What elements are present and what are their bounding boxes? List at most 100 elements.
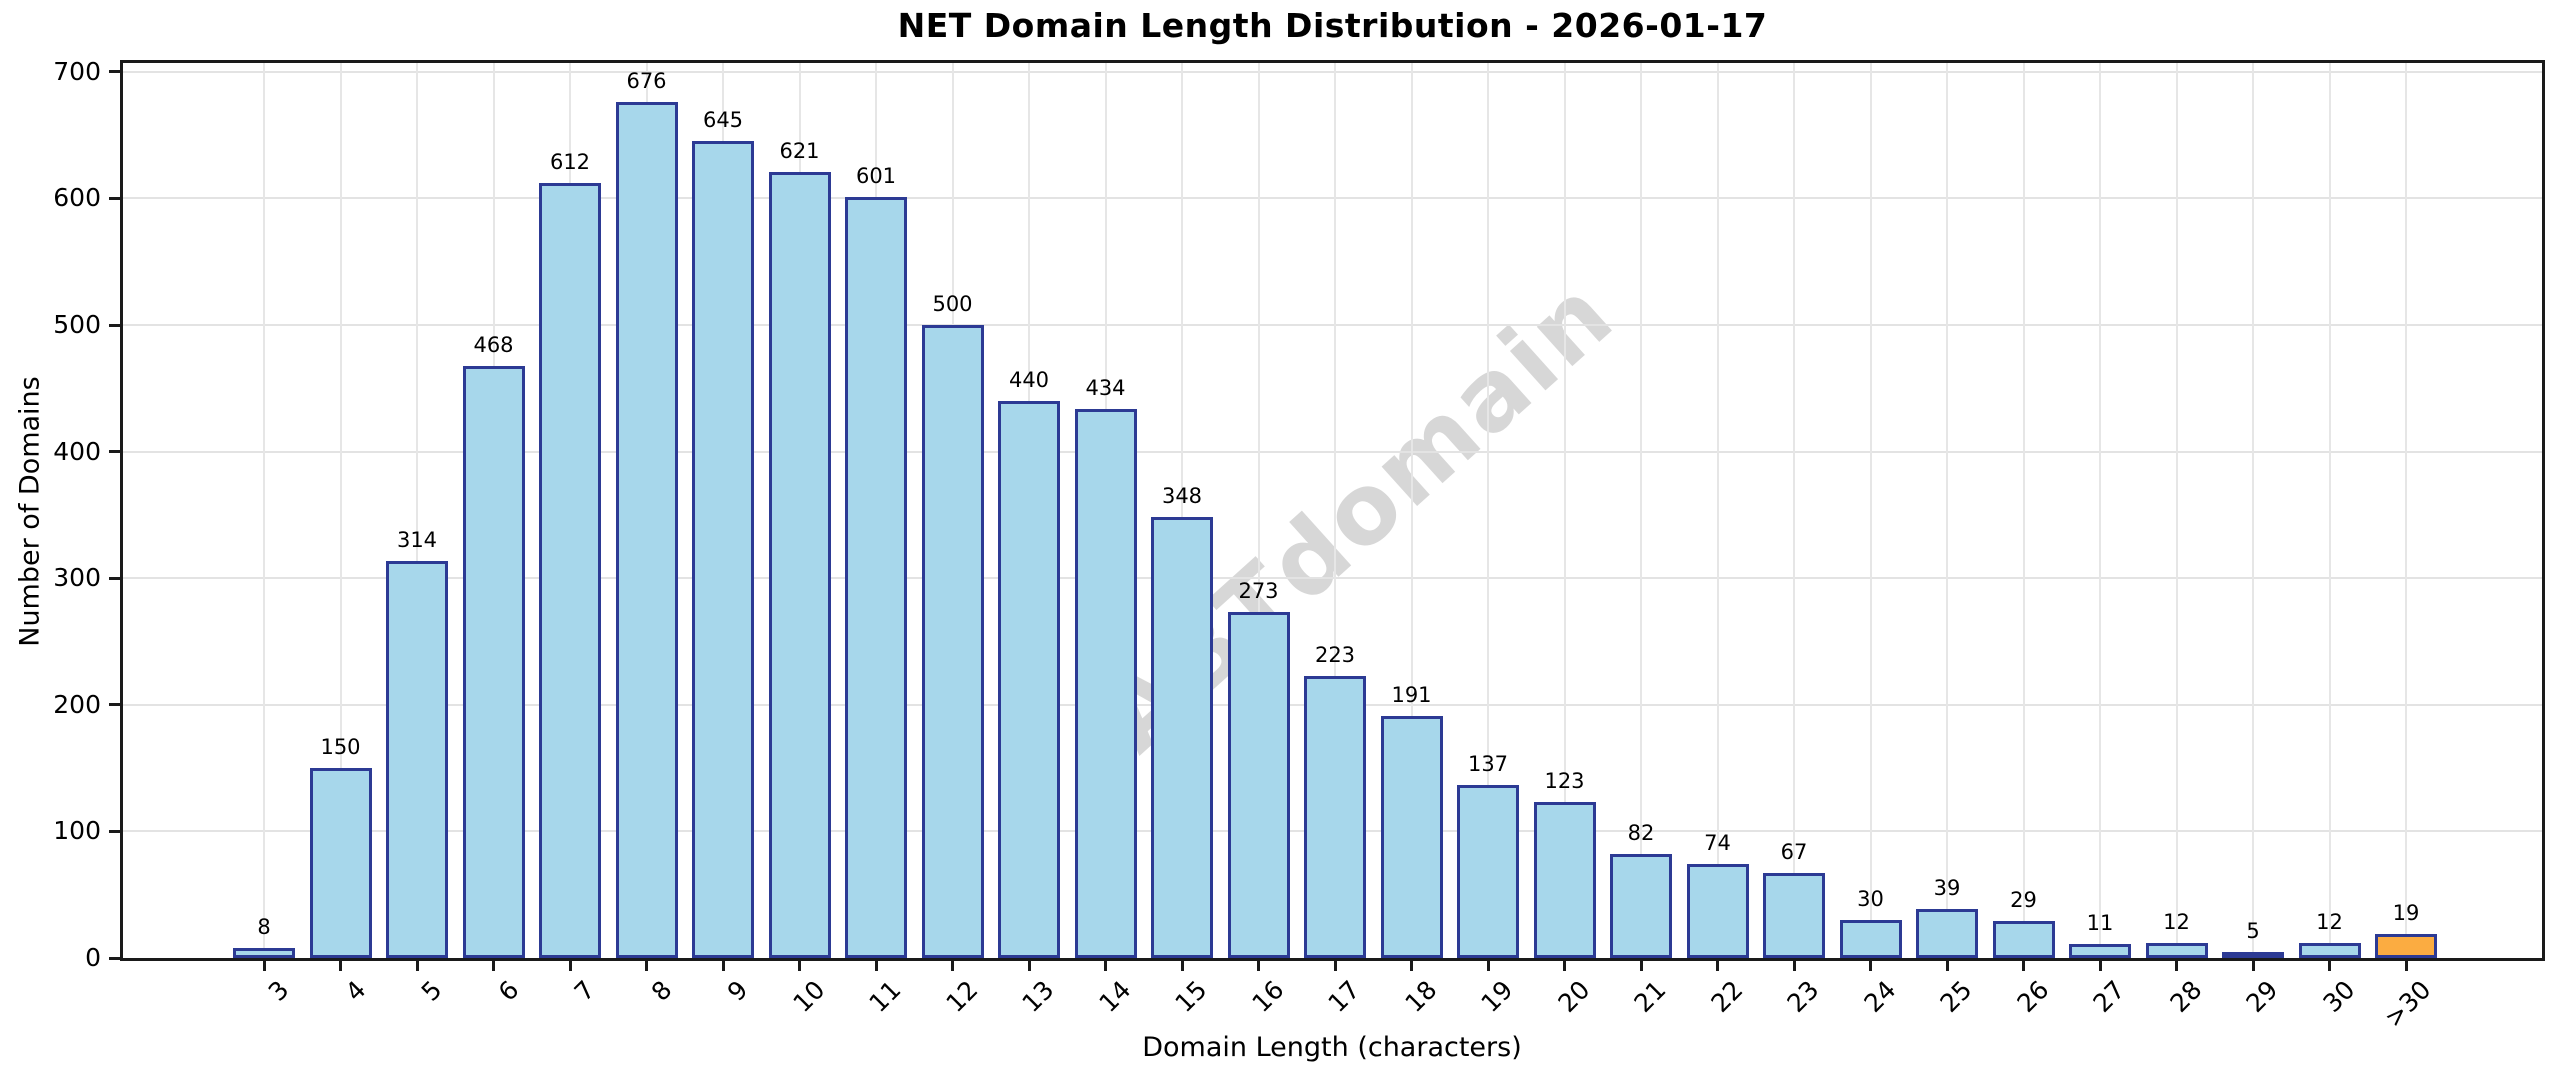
bar: [1992, 921, 2055, 958]
x-tick-label: 26: [2011, 975, 2055, 1019]
x-tick-mark: [1716, 961, 1719, 971]
y-tick-mark: [109, 703, 120, 707]
x-tick-label: 4: [339, 975, 372, 1007]
bar: [1533, 802, 1596, 958]
bar-value-label: 500: [932, 292, 973, 317]
x-tick-label: 8: [645, 975, 678, 1007]
bar-value-label: 645: [702, 108, 744, 133]
bar-value-label: 123: [1544, 769, 1585, 794]
bar-value-label: 440: [1008, 367, 1050, 392]
bar-value-label: 223: [1314, 642, 1356, 667]
gridline-vertical: [1410, 63, 1413, 958]
bar: [462, 365, 525, 958]
x-tick-mark: [1257, 961, 1260, 971]
y-tick-mark: [109, 196, 120, 200]
x-tick-label: 21: [1628, 975, 1672, 1019]
bar: [1686, 864, 1749, 958]
bar: [1916, 908, 1978, 958]
bar-value-label: 5: [2246, 918, 2260, 943]
bar: [768, 171, 831, 958]
y-tick-label: 0: [85, 943, 101, 972]
gridline-vertical: [2405, 63, 2407, 958]
x-tick-label: 14: [1093, 975, 1137, 1019]
gridline-vertical: [1946, 63, 1948, 958]
x-tick-mark: [721, 961, 725, 971]
bar: [1763, 873, 1825, 958]
x-tick-mark: [874, 961, 878, 971]
bar: [1304, 675, 1366, 958]
x-tick-label: 11: [863, 975, 907, 1019]
bar-value-label: 314: [396, 527, 438, 552]
x-tick-mark: [2251, 961, 2255, 971]
x-tick-label: 10: [787, 975, 831, 1019]
bar: [1074, 408, 1137, 958]
gridline-vertical: [1487, 63, 1489, 958]
gridline-vertical: [1716, 63, 1719, 958]
gridline-vertical: [2252, 63, 2254, 958]
x-tick-label: 12: [940, 975, 984, 1019]
bar: [2298, 942, 2361, 958]
x-tick-label: 30: [2317, 975, 2361, 1019]
bar-value-label: 30: [1857, 887, 1884, 912]
plot-area: ABTdomain 8 150 314 468 612 676 645 621 601 500 44…: [120, 60, 2545, 961]
x-tick-mark: [2098, 961, 2102, 971]
bar: [2222, 951, 2284, 958]
gridline-vertical: [1640, 63, 1642, 958]
y-tick-label: 600: [53, 183, 101, 213]
y-tick-mark: [109, 829, 120, 833]
bar-value-label: 621: [779, 138, 820, 163]
x-tick-label: 20: [1552, 975, 1596, 1019]
gridline-horizontal: [123, 324, 2542, 327]
bar: [309, 768, 372, 958]
bar-value-label: 676: [626, 69, 667, 94]
gridline-vertical: [1334, 63, 1336, 958]
x-tick-mark: [339, 961, 342, 971]
bar-value-label: 11: [2086, 911, 2114, 936]
x-tick-label: 24: [1858, 975, 1902, 1019]
gridline-horizontal: [123, 70, 2542, 73]
bar-value-label: 12: [2316, 909, 2343, 934]
y-tick-label: 200: [53, 689, 101, 719]
x-tick-mark: [1869, 961, 1872, 971]
bar-value-label: 137: [1467, 751, 1509, 776]
x-tick-label: 17: [1322, 975, 1366, 1019]
x-tick-label: 5: [415, 975, 448, 1007]
x-tick-label: 15: [1169, 975, 1213, 1019]
x-tick-label: 22: [1705, 975, 1749, 1019]
bar-value-label: 468: [473, 332, 514, 357]
bar-value-label: 12: [2163, 909, 2190, 934]
x-tick-mark: [1945, 961, 1949, 971]
x-tick-mark: [1027, 961, 1031, 971]
x-tick-mark: [1333, 961, 1337, 971]
x-tick-mark: [1563, 961, 1566, 971]
bar: [1839, 920, 1902, 958]
x-tick-mark: [1792, 961, 1796, 971]
bar: [921, 325, 984, 958]
bar-value-label: 273: [1238, 579, 1279, 604]
gridline-vertical: [2099, 63, 2101, 958]
bar-value-label: 19: [2392, 900, 2420, 925]
x-tick-label: 13: [1016, 975, 1060, 1019]
y-tick-label: 700: [53, 56, 101, 86]
bar-value-label: 601: [855, 164, 897, 189]
x-tick-mark: [492, 961, 495, 971]
bar: [998, 400, 1060, 958]
bar-value-label: 67: [1780, 840, 1808, 865]
x-tick-mark: [415, 961, 419, 971]
bar-value-label: 39: [1933, 875, 1961, 900]
y-tick-mark: [109, 576, 120, 580]
x-tick-mark: [2328, 961, 2331, 971]
y-axis-label: Number of Domains: [14, 376, 46, 647]
x-tick-mark: [1486, 961, 1490, 971]
x-tick-mark: [568, 961, 572, 971]
gridline-vertical: [2328, 63, 2331, 958]
bar-value-label: 348: [1161, 484, 1203, 509]
bar: [2145, 942, 2208, 958]
x-tick-mark: [645, 961, 648, 971]
gridline-vertical: [2022, 63, 2025, 958]
x-tick-label: 18: [1399, 975, 1443, 1019]
bar-value-label: 29: [2010, 888, 2037, 913]
x-tick-label: 23: [1781, 975, 1825, 1019]
bar: [1380, 716, 1443, 958]
